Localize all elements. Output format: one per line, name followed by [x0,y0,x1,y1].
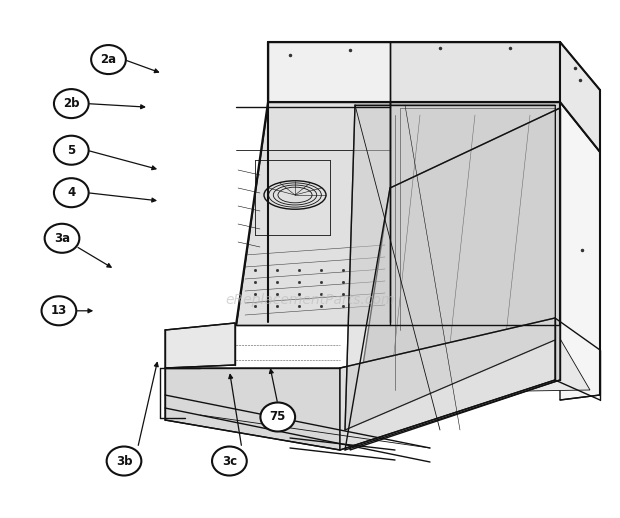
Polygon shape [268,42,560,102]
Circle shape [212,447,247,476]
Polygon shape [268,42,560,102]
Text: eReplacementParts.com: eReplacementParts.com [225,293,395,308]
Polygon shape [165,368,340,450]
Polygon shape [400,330,590,393]
Circle shape [260,402,295,431]
Circle shape [54,136,89,165]
Polygon shape [560,42,600,152]
Text: 13: 13 [51,304,67,318]
Circle shape [54,89,89,118]
Text: 3b: 3b [116,454,132,468]
Text: 75: 75 [270,410,286,424]
Polygon shape [560,102,600,400]
Circle shape [107,447,141,476]
Text: 2a: 2a [100,53,117,66]
Text: 4: 4 [67,186,76,199]
Text: 3a: 3a [54,232,70,245]
Circle shape [54,178,89,207]
Polygon shape [345,105,555,430]
Circle shape [45,224,79,253]
Polygon shape [340,318,555,450]
Text: 5: 5 [67,143,76,157]
Polygon shape [350,108,560,450]
Polygon shape [390,102,560,325]
Circle shape [42,296,76,325]
Polygon shape [236,102,390,325]
Text: 2b: 2b [63,97,79,110]
Text: 3c: 3c [222,454,237,468]
Polygon shape [165,323,235,368]
Circle shape [91,45,126,74]
Polygon shape [268,42,390,322]
